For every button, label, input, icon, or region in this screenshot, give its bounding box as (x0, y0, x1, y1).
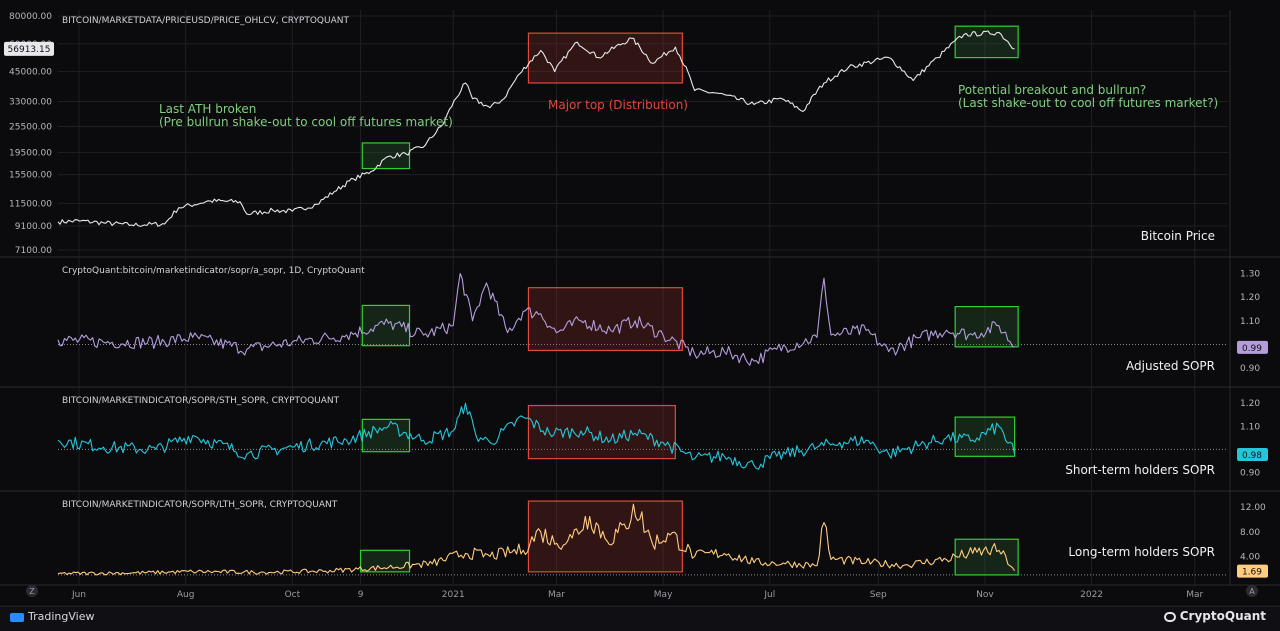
zoom-reset-button[interactable] (26, 585, 38, 597)
panel-title-asopr: CryptoQuant:bitcoin/marketindicator/sopr… (62, 266, 365, 276)
x-tick-label: Jun (71, 590, 86, 600)
annotation-ath-detail: (Pre bullrun shake-out to cool off futur… (159, 115, 453, 129)
red-highlight-box (527, 32, 683, 84)
tradingview-logo-icon (10, 612, 24, 622)
tradingview-label: TradingView (28, 610, 95, 623)
series-label-sth: Short-term holders SOPR (1065, 463, 1215, 477)
y-tick-label: 1.10 (1240, 317, 1260, 327)
last-value-label-sth: 0.98 (1242, 451, 1262, 461)
series-line-price (57, 30, 1015, 227)
series-line-asopr (57, 272, 1015, 366)
y-tick-label: 0.90 (1240, 468, 1260, 478)
y-tick-label: 15500.00 (9, 171, 52, 181)
auto-scale-label: A (1249, 587, 1255, 596)
last-value-label-price: 56913.15 (8, 45, 51, 55)
last-value-label-lth: 1.69 (1242, 568, 1262, 578)
footer-bar (0, 606, 1280, 631)
y-tick-label: 45000.00 (9, 68, 52, 78)
y-tick-label: 25500.00 (9, 122, 52, 132)
x-tick-label: May (654, 590, 673, 600)
y-tick-label: 8.00 (1240, 528, 1260, 538)
cryptoquant-logo[interactable]: CryptoQuant (1163, 609, 1266, 623)
annotation-breakout-detail: (Last shake-out to cool off futures mark… (958, 96, 1218, 110)
x-tick-label: Nov (976, 590, 994, 600)
red-highlight-box (527, 500, 683, 573)
y-tick-label: 4.00 (1240, 552, 1260, 562)
series-line-lth (57, 503, 1016, 576)
y-tick-label: 1.30 (1240, 269, 1260, 279)
series-label-lth: Long-term holders SOPR (1068, 545, 1215, 559)
x-tick-label: Mar (1186, 590, 1203, 600)
green-highlight-box (361, 142, 411, 170)
y-tick-label: 1.10 (1240, 422, 1260, 432)
x-tick-label: Oct (285, 590, 301, 600)
y-tick-label: 1.20 (1240, 399, 1260, 409)
last-value-label-asopr: 0.99 (1242, 344, 1262, 354)
cryptoquant-label: CryptoQuant (1179, 609, 1266, 623)
red-highlight-box (527, 287, 683, 352)
y-tick-label: 33000.00 (9, 98, 52, 108)
x-tick-label: Jul (763, 590, 775, 600)
last-value-badge-sth (1237, 448, 1268, 461)
last-value-badge-price (4, 41, 54, 56)
tradingview-logo[interactable]: TradingView (10, 610, 94, 623)
y-tick-label: 9100.00 (15, 222, 52, 232)
annotation-major-top: Major top (Distribution) (548, 98, 688, 112)
x-tick-label: 2022 (1080, 590, 1103, 600)
annotation-ath-title: Last ATH broken (159, 102, 256, 116)
y-tick-label: 11500.00 (9, 199, 52, 209)
x-tick-label: Sep (870, 590, 887, 600)
panel-title-sth: BITCOIN/MARKETINDICATOR/SOPR/STH_SOPR, C… (62, 396, 340, 406)
series-label-price: Bitcoin Price (1141, 229, 1215, 243)
annotation-breakout-title: Potential breakout and bullrun? (958, 83, 1146, 97)
y-tick-label: 7100.00 (15, 246, 52, 256)
y-tick-label: 80000.00 (9, 12, 52, 22)
chart-svg: Jun Aug Oct 9 2021 Mar May Jul Sep Nov 2022 Mar 8000… (0, 10, 1280, 607)
zoom-reset-label: Z (29, 587, 35, 596)
x-tick-label: 2021 (442, 590, 465, 600)
y-tick-label: 12.00 (1240, 503, 1266, 513)
series-label-asopr: Adjusted SOPR (1126, 359, 1215, 373)
cryptoquant-logo-icon (1163, 611, 1176, 622)
auto-scale-button[interactable] (1246, 585, 1258, 597)
last-value-badge-lth (1237, 564, 1268, 578)
x-tick-label: Mar (548, 590, 565, 600)
red-highlight-box (527, 404, 676, 460)
series-line-sth (57, 402, 1016, 470)
green-highlight-box (954, 416, 1016, 457)
panel-title-price: BITCOIN/MARKETDATA/PRICEUSD/PRICE_OHLCV,… (62, 16, 349, 26)
y-tick-label: 19500.00 (9, 148, 52, 158)
last-value-badge-asopr (1237, 340, 1268, 354)
y-tick-label: 1.20 (1240, 293, 1260, 303)
green-highlight-box (361, 418, 411, 453)
y-tick-label: 0.90 (1240, 364, 1260, 374)
x-tick-label: Aug (177, 590, 195, 600)
panel-title-lth: BITCOIN/MARKETINDICATOR/SOPR/LTH_SOPR, C… (62, 500, 338, 510)
x-tick-label: 9 (358, 590, 364, 600)
